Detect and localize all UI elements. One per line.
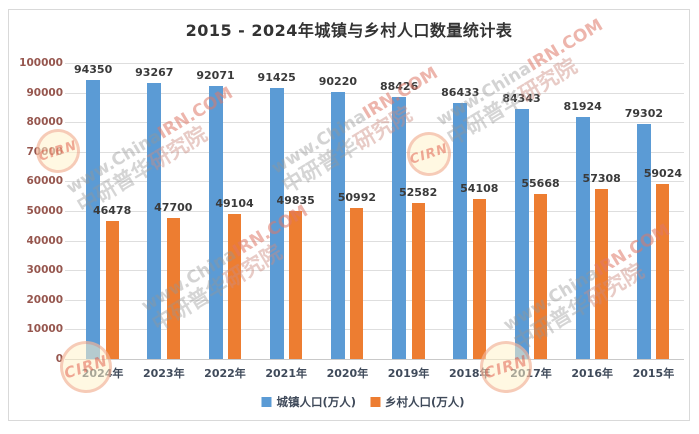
x-tick-label: 2021年 (265, 367, 307, 380)
legend-label-urban: 城镇人口(万人) (276, 395, 356, 409)
bar-rural-2021年 (289, 211, 303, 359)
gridline (65, 329, 684, 331)
bar-urban-2017年 (514, 109, 529, 359)
gridline (65, 181, 684, 183)
x-tick-label: 2023年 (142, 367, 185, 380)
value-label: 88426 (379, 80, 419, 94)
bar-rural-2024年 (105, 221, 119, 359)
value-label: 81924 (563, 99, 602, 113)
y-tick-label: 20000 (26, 293, 63, 306)
bar-urban-2020年 (330, 91, 345, 359)
gridline (65, 270, 684, 272)
y-tick-label: 50000 (26, 205, 63, 217)
x-tick-label: 2015年 (632, 367, 675, 380)
bar-urban-2015年 (636, 124, 651, 359)
bar-rural-2015年 (656, 184, 670, 359)
x-tick-label: 2016年 (571, 367, 613, 380)
bar-urban-2021年 (269, 88, 284, 359)
value-label: 79302 (624, 107, 664, 121)
y-tick-label: 100000 (19, 57, 63, 69)
plot-area: 0 10000 20000 30000 40000 50000 60000 70000 8000… (9, 10, 689, 420)
value-label: 54108 (460, 181, 499, 195)
chart-frame: 2015 - 2024年城镇与乡村人口数量统计表 0 10000 20000 3000… (8, 9, 690, 421)
legend-swatch-rural-icon (370, 397, 380, 407)
value-label: 59024 (643, 167, 683, 181)
y-tick-label: 80000 (26, 116, 63, 129)
bar-urban-2016年 (575, 116, 590, 359)
x-tick-label: 2020年 (326, 367, 369, 380)
y-tick-label: 10000 (26, 323, 63, 336)
bar-rural-2020年 (350, 208, 364, 359)
chart-title: 2015 - 2024年城镇与乡村人口数量统计表 (185, 21, 513, 40)
value-label: 92071 (196, 69, 235, 83)
gridline (65, 151, 684, 153)
value-label: 47700 (154, 200, 193, 214)
gridline (65, 211, 684, 212)
value-label: 55668 (521, 177, 560, 191)
gridline (65, 63, 684, 64)
bar-rural-2019年 (411, 203, 425, 359)
x-tick-label: 2018年 (448, 367, 491, 380)
bar-rural-2018年 (472, 198, 486, 359)
x-tick-label: 2022年 (204, 367, 246, 380)
value-label: 46478 (92, 204, 132, 218)
y-tick-label: 30000 (26, 264, 63, 277)
value-label: 93267 (135, 65, 174, 79)
legend-item-rural: 乡村人口(万人) (370, 394, 465, 410)
gridline (65, 299, 684, 301)
gridline (65, 240, 684, 242)
legend-swatch-urban-icon (261, 397, 272, 407)
bar-rural-2016年 (595, 189, 609, 359)
y-tick-label: 60000 (26, 175, 63, 188)
bar-urban-2023年 (147, 82, 162, 359)
value-label: 50992 (337, 191, 377, 205)
bar-rural-2017年 (534, 194, 547, 359)
x-tick-label: 2024年 (81, 367, 124, 380)
bar-rural-2022年 (228, 213, 241, 359)
value-label: 91425 (257, 71, 296, 85)
gridline (65, 92, 684, 94)
x-axis-line (65, 359, 684, 360)
bar-rural-2023年 (166, 217, 180, 359)
bar-urban-2019年 (392, 97, 407, 359)
y-tick-label: 90000 (26, 86, 63, 99)
gridline (65, 122, 684, 124)
value-label: 94350 (73, 62, 113, 76)
bar-urban-2022年 (208, 86, 223, 359)
legend-label-rural: 乡村人口(万人) (385, 395, 465, 409)
legend: 城镇人口(万人) 乡村人口(万人) (261, 394, 465, 410)
y-tick-label: 70000 (26, 145, 63, 158)
bar-urban-2024年 (86, 79, 101, 359)
x-tick-label: 2017年 (510, 367, 552, 380)
value-label: 90220 (318, 74, 358, 88)
y-tick-label: 0 (55, 353, 63, 365)
value-label: 49835 (276, 194, 315, 208)
bar-urban-2018年 (453, 103, 468, 359)
value-label: 84343 (502, 92, 541, 106)
value-label: 52582 (398, 186, 438, 200)
value-label: 49104 (215, 196, 254, 210)
y-tick-label: 40000 (26, 234, 63, 247)
x-tick-label: 2019年 (387, 367, 430, 380)
value-label: 57308 (582, 172, 621, 186)
value-label: 86433 (441, 86, 480, 100)
legend-item-urban: 城镇人口(万人) (261, 394, 356, 410)
